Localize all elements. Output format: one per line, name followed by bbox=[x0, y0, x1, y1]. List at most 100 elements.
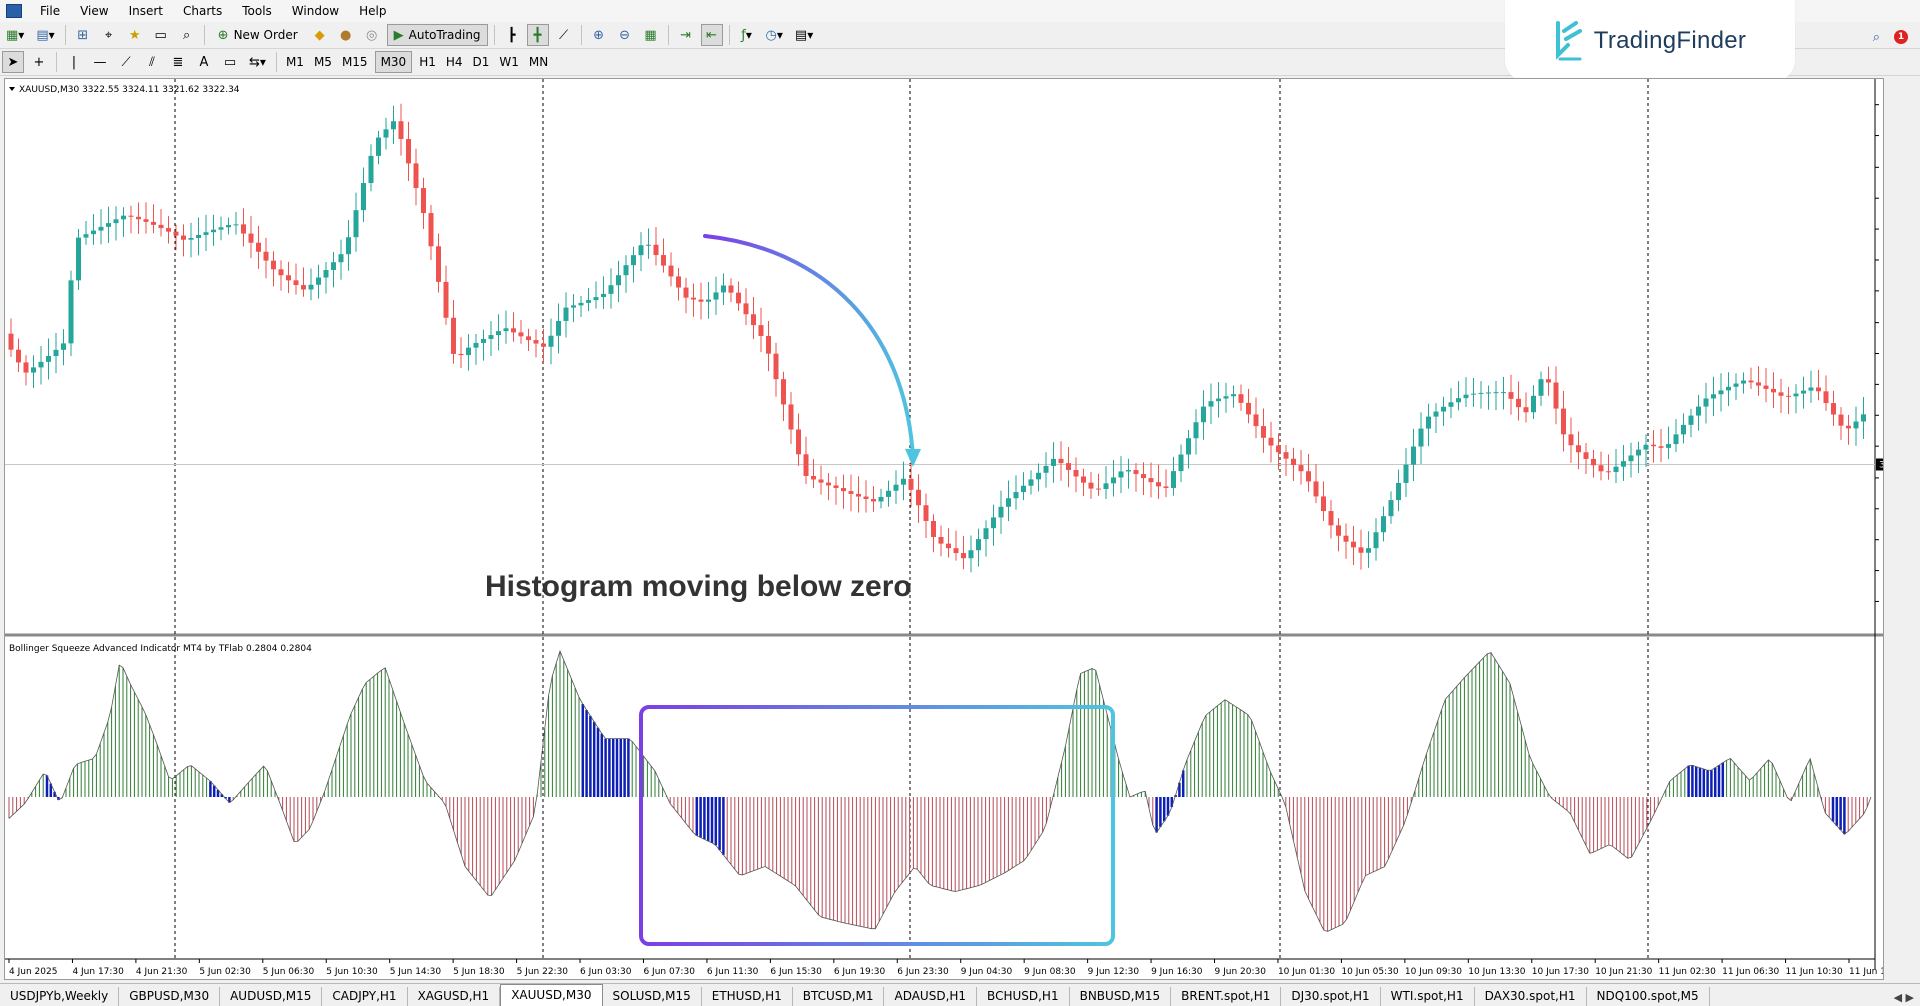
periods-button[interactable]: ◷ ▾ bbox=[765, 27, 783, 43]
menu-window[interactable]: Window bbox=[291, 4, 340, 18]
indicators-button[interactable]: ƒ ▾ bbox=[741, 27, 752, 43]
candlestick-button[interactable]: ╋ bbox=[526, 24, 549, 46]
candle-body bbox=[938, 537, 944, 544]
timeframe-m30[interactable]: M30 bbox=[374, 51, 413, 73]
candle-body bbox=[218, 227, 224, 230]
chart-canvas[interactable]: 3322.343403.903396.903389.703382.703375.… bbox=[5, 79, 1883, 979]
candle-body bbox=[226, 225, 231, 228]
timeframe-h1[interactable]: H1 bbox=[419, 55, 436, 69]
fibonacci-button[interactable]: ≣ bbox=[167, 51, 189, 73]
label-button[interactable]: ▭ bbox=[219, 51, 241, 73]
terminal-button[interactable]: ▭ bbox=[150, 24, 172, 46]
chart-tab[interactable]: BRENT.spot,H1 bbox=[1171, 987, 1282, 1006]
channel-button[interactable]: ⫽ bbox=[141, 51, 163, 73]
timeframe-mn[interactable]: MN bbox=[528, 55, 549, 69]
metaeditor-button[interactable]: ◆ bbox=[309, 24, 331, 46]
chart-window[interactable]: 3322.343403.903396.903389.703382.703375.… bbox=[4, 78, 1884, 980]
chart-tab[interactable]: DAX30.spot,H1 bbox=[1474, 987, 1587, 1006]
candle-body bbox=[1141, 474, 1146, 479]
autotrading-label: AutoTrading bbox=[408, 28, 481, 42]
menu-charts[interactable]: Charts bbox=[183, 4, 223, 18]
candle-body bbox=[503, 328, 509, 332]
candle-body bbox=[1463, 394, 1469, 399]
chart-tab[interactable]: ADAUSD,H1 bbox=[884, 987, 978, 1006]
chart-tab[interactable]: SOLUSD,M15 bbox=[602, 987, 702, 1006]
text-button[interactable]: A bbox=[193, 51, 215, 73]
chart-tab[interactable]: XAUUSD,M30 bbox=[500, 984, 603, 1006]
candle-body bbox=[533, 340, 539, 344]
cursor-button[interactable]: ➤ bbox=[2, 51, 24, 73]
horizontal-line-button[interactable]: — bbox=[89, 51, 111, 73]
arrows-button[interactable]: ⇆ ▾ bbox=[249, 54, 266, 70]
timeframe-w1[interactable]: W1 bbox=[499, 55, 519, 69]
crosshair-button[interactable]: + bbox=[28, 51, 50, 73]
candle-body bbox=[38, 361, 44, 368]
timeframe-m1[interactable]: M1 bbox=[285, 55, 304, 69]
chart-tab[interactable]: AUDUSD,M15 bbox=[220, 987, 323, 1006]
candle-body bbox=[1246, 402, 1251, 415]
autoscroll-button[interactable]: ⇥ bbox=[675, 24, 697, 46]
candle-body bbox=[1103, 483, 1109, 490]
zoom-in-button[interactable]: ⊕ bbox=[588, 24, 610, 46]
chart-tab[interactable]: XAGUSD,H1 bbox=[407, 987, 501, 1006]
autoscroll-icon: ⇥ bbox=[680, 27, 691, 43]
menu-view[interactable]: View bbox=[80, 4, 109, 18]
zoom-out-button[interactable]: ⊖ bbox=[614, 24, 636, 46]
profiles-button[interactable]: ▤ ▾ bbox=[36, 27, 55, 43]
timeframe-d1[interactable]: D1 bbox=[472, 55, 490, 69]
candle-body bbox=[481, 338, 486, 343]
timeframe-m15[interactable]: M15 bbox=[341, 55, 368, 69]
candle-body bbox=[113, 219, 119, 224]
candle-body bbox=[1441, 406, 1446, 412]
timeframe-h4[interactable]: H4 bbox=[445, 55, 463, 69]
chart-tab[interactable]: USDJPYb,Weekly bbox=[0, 987, 120, 1006]
tab-scroll-arrows[interactable]: ◀ ▶ bbox=[1893, 991, 1914, 1004]
new-chart-button[interactable]: ▦ ▾ bbox=[6, 27, 25, 43]
vertical-line-button[interactable]: | bbox=[63, 51, 85, 73]
signals-button[interactable]: ● bbox=[335, 24, 357, 46]
chart-tab[interactable]: NDQ100.spot,M5 bbox=[1586, 987, 1710, 1006]
bar-chart-button[interactable]: ┣ bbox=[501, 24, 523, 46]
menu-tools[interactable]: Tools bbox=[242, 4, 272, 18]
chart-tab[interactable]: CADJPY,H1 bbox=[322, 987, 408, 1006]
candle-body bbox=[1171, 471, 1176, 488]
chart-tab[interactable]: BTCUSD,M1 bbox=[792, 987, 885, 1006]
templates-button[interactable]: ▤ ▾ bbox=[794, 27, 814, 43]
candle-body bbox=[1066, 463, 1071, 470]
chart-tab[interactable]: BNBUSD,M15 bbox=[1069, 987, 1172, 1006]
market-button[interactable]: ◎ bbox=[361, 24, 383, 46]
candle-body bbox=[818, 479, 824, 483]
timeframe-m5[interactable]: M5 bbox=[313, 55, 332, 69]
data-window-button[interactable]: ⌖ bbox=[98, 24, 120, 46]
autotrading-button[interactable]: ▶ AutoTrading bbox=[386, 24, 488, 46]
line-chart-button[interactable]: ⟋ bbox=[553, 24, 575, 46]
strategy-tester-button[interactable]: ⌕ bbox=[176, 24, 198, 46]
chart-tab[interactable]: ETHUSD,H1 bbox=[701, 987, 793, 1006]
candle-body bbox=[961, 553, 966, 559]
metaeditor-icon: ◆ bbox=[314, 27, 325, 43]
notification-badge[interactable]: 1 bbox=[1894, 30, 1908, 44]
search-icon[interactable]: ⌕ bbox=[1872, 29, 1880, 45]
chart-tab[interactable]: DJ30.spot,H1 bbox=[1281, 987, 1381, 1006]
candle-body bbox=[841, 488, 846, 492]
menu-insert[interactable]: Insert bbox=[128, 4, 163, 18]
chart-tab[interactable]: WTI.spot,H1 bbox=[1380, 987, 1475, 1006]
candle-body bbox=[1621, 461, 1626, 467]
trendline-button[interactable]: ⟋ bbox=[115, 51, 137, 73]
market-watch-button[interactable]: ⊞ bbox=[72, 24, 94, 46]
candle-body bbox=[593, 297, 599, 301]
tile-windows-button[interactable]: ▦ bbox=[640, 24, 662, 46]
new-order-button[interactable]: ⊕ New Order bbox=[211, 24, 305, 46]
chart-tab[interactable]: BCHUSD,H1 bbox=[977, 987, 1070, 1006]
candle-body bbox=[1178, 454, 1184, 472]
candle-body bbox=[698, 299, 704, 302]
menu-file[interactable]: File bbox=[40, 4, 61, 18]
candle-body bbox=[833, 485, 839, 489]
time-axis-label: 5 Jun 02:30 bbox=[199, 967, 251, 977]
chart-shift-button[interactable]: ⇤ bbox=[700, 24, 723, 46]
menu-help[interactable]: Help bbox=[359, 4, 387, 18]
chart-tab[interactable]: GBPUSD,M30 bbox=[119, 987, 221, 1006]
navigator-button[interactable]: ★ bbox=[124, 24, 146, 46]
channel-icon: ⫽ bbox=[149, 54, 155, 70]
time-axis-label: 4 Jun 17:30 bbox=[72, 967, 124, 977]
